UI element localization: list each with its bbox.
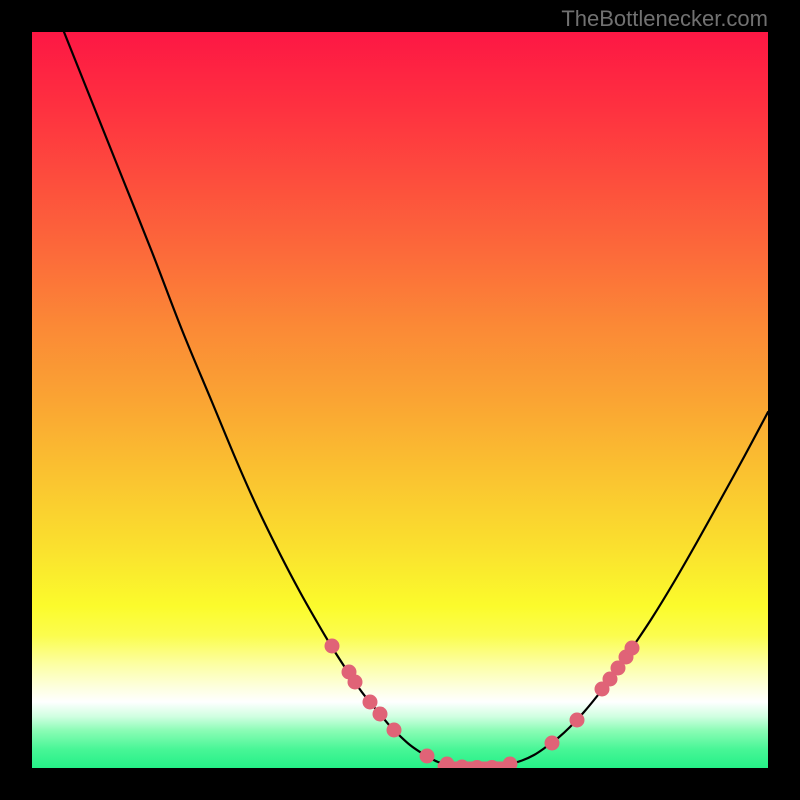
left-data-marker	[387, 723, 402, 738]
right-data-marker	[545, 736, 560, 751]
right-data-marker	[625, 641, 640, 656]
plot-background	[32, 32, 768, 768]
right-data-marker	[570, 713, 585, 728]
left-data-marker	[348, 675, 363, 690]
left-data-marker	[325, 639, 340, 654]
watermark-text: TheBottlenecker.com	[561, 6, 768, 32]
left-data-marker	[420, 749, 435, 764]
left-data-marker	[363, 695, 378, 710]
bottleneck-chart	[0, 0, 800, 800]
left-data-marker	[373, 707, 388, 722]
